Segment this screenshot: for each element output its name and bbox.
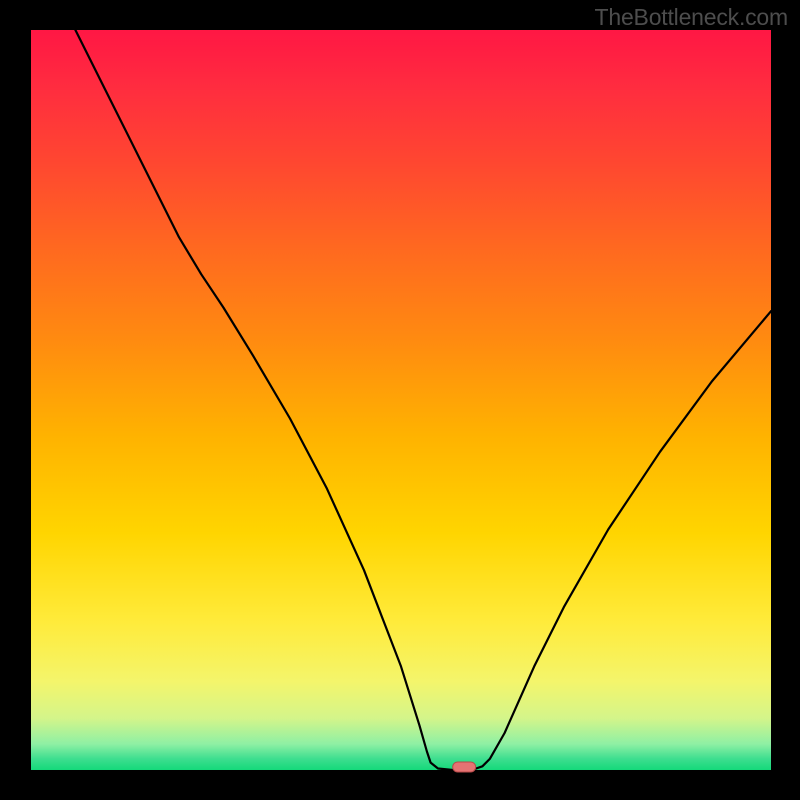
plot-area xyxy=(31,30,771,770)
bottleneck-curve xyxy=(31,30,771,770)
chart-container: TheBottleneck.com xyxy=(0,0,800,800)
watermark-text: TheBottleneck.com xyxy=(595,4,788,31)
sweet-spot-marker xyxy=(452,761,476,772)
